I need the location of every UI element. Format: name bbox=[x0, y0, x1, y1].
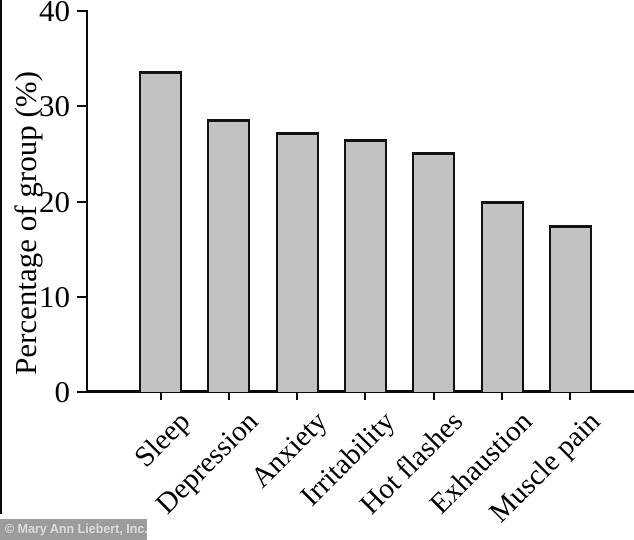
y-tick-label-40: 40 bbox=[39, 0, 70, 28]
x-tick-muscle-pain bbox=[569, 392, 572, 400]
watermark-text: © Mary Ann Liebert, Inc. bbox=[5, 522, 147, 536]
x-tick-sleep bbox=[159, 392, 162, 400]
bar-irritability bbox=[343, 138, 387, 392]
bar-muscle-pain bbox=[548, 225, 592, 392]
x-tick-depression bbox=[227, 392, 230, 400]
bar-anxiety bbox=[275, 131, 319, 392]
x-tick-irritability bbox=[364, 392, 367, 400]
bar-sleep bbox=[139, 71, 182, 392]
x-tick-exhaustion bbox=[501, 392, 503, 400]
y-tick-label-0: 0 bbox=[54, 374, 71, 409]
y-tick-0 bbox=[77, 391, 86, 393]
x-tick-anxiety bbox=[296, 392, 299, 400]
watermark: © Mary Ann Liebert, Inc. bbox=[0, 519, 147, 540]
y-tick-label-30: 30 bbox=[39, 88, 70, 124]
figure-left-border bbox=[0, 0, 2, 514]
x-tick-hot-flashes bbox=[432, 392, 435, 400]
y-tick-40 bbox=[77, 10, 86, 12]
y-axis-title: Percentage of group (%) bbox=[8, 71, 43, 375]
y-tick-10 bbox=[77, 295, 86, 298]
y-axis-line bbox=[86, 10, 88, 393]
y-tick-label-10: 10 bbox=[39, 278, 70, 314]
y-tick-20 bbox=[77, 200, 86, 203]
bar-depression bbox=[207, 118, 251, 392]
bar-hot-flashes bbox=[412, 151, 456, 392]
y-tick-30 bbox=[77, 105, 86, 108]
bar-exhaustion bbox=[480, 200, 524, 392]
y-tick-label-20: 20 bbox=[39, 183, 70, 219]
